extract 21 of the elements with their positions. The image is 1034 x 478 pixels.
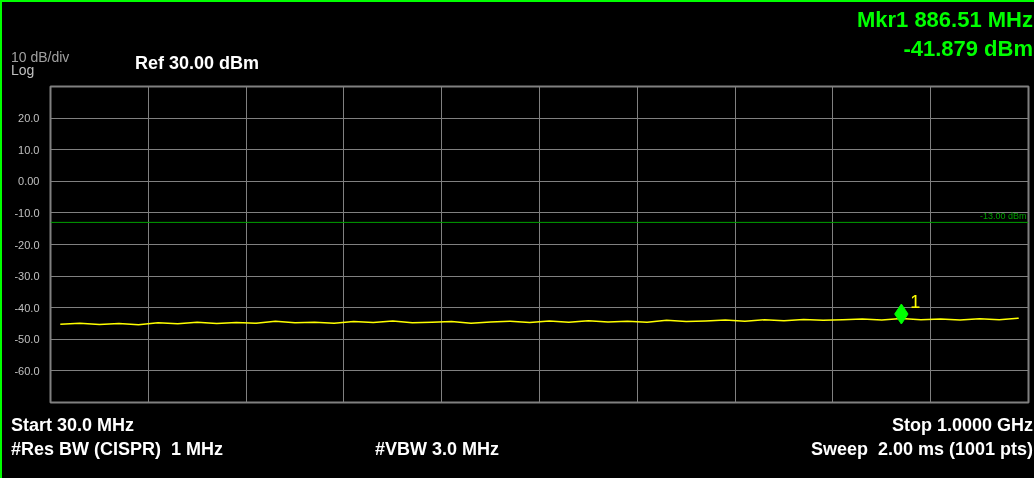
text: #VBW 3.0 MHz xyxy=(375,439,500,459)
ref-line-label: -13.00 dBm xyxy=(979,211,1027,222)
text: 10 dB/div xyxy=(11,49,70,65)
y-tick-label: 0.00 xyxy=(18,175,40,188)
y-tick-label: -10.0 xyxy=(14,206,40,219)
y-tick-label: -40.0 xyxy=(14,301,40,314)
text: #Res BW (CISPR) 1 MHz xyxy=(11,439,224,459)
text: Start 30.0 MHz xyxy=(11,415,135,435)
y-tick-label: -20.0 xyxy=(14,238,40,251)
y-tick-label: -30.0 xyxy=(14,270,40,283)
y-tick-label: -50.0 xyxy=(14,333,40,346)
y-axis-title: Log xyxy=(11,62,35,78)
text: Sweep 2.00 ms (1001 pts) xyxy=(810,439,1033,459)
y-tick-label: 20.0 xyxy=(18,112,40,125)
text: Mkr1 886.51 MHz xyxy=(856,7,1033,32)
text: Ref 30.00 dBm xyxy=(135,53,260,73)
text: -41.879 dBm xyxy=(903,36,1033,61)
text: Stop 1.0000 GHz xyxy=(891,415,1033,435)
y-tick-label: -60.0 xyxy=(14,364,40,377)
y-tick-label: 10.0 xyxy=(18,143,40,156)
annotation: 1 xyxy=(910,292,921,313)
